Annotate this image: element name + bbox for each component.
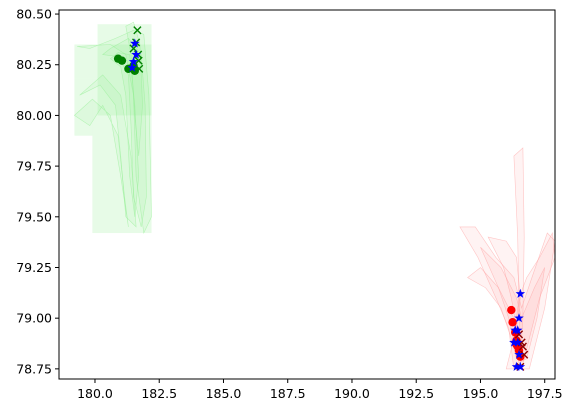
data-point-1-4 — [135, 64, 144, 73]
y-tick-label-0: 78.75 — [16, 361, 52, 376]
data-point-5-3 — [513, 325, 523, 335]
y-tick-label-3: 79.50 — [16, 209, 52, 224]
data-point-5-6 — [514, 349, 524, 359]
data-point-5-0 — [515, 288, 526, 298]
plot-frame — [58, 9, 556, 380]
data-point-5-5 — [513, 337, 523, 347]
data-point-5-1 — [514, 313, 524, 323]
data-point-4-3 — [518, 342, 527, 351]
density-fill-0-0 — [74, 44, 152, 79]
data-point-2-3 — [128, 56, 139, 66]
x-tick-label-1: 182.5 — [141, 386, 177, 401]
data-point-1-0 — [133, 26, 142, 35]
density-contour-1-2 — [513, 147, 525, 359]
x-tick-label-6: 195.0 — [463, 386, 499, 401]
data-point-5-7 — [511, 361, 522, 371]
density-contour-0-4 — [73, 98, 129, 227]
y-axis: 78.75 79.00 79.25 79.50 79.75 80.00 80.25 80.50 — [16, 7, 59, 376]
data-point-4-1 — [520, 350, 529, 359]
x-tick-label-2: 185.0 — [206, 386, 242, 401]
data-point-5-8 — [515, 361, 526, 371]
x-tick-label-7: 197.5 — [527, 386, 563, 401]
data-point-2-2 — [127, 62, 137, 72]
x-tick-label-3: 187.5 — [270, 386, 306, 401]
y-tick-label-5: 80.00 — [16, 108, 52, 123]
marker-layer — [113, 26, 529, 371]
y-tick-label-6: 80.25 — [16, 57, 52, 72]
density-fill-0-1 — [92, 78, 152, 234]
y-tick-label-2: 79.25 — [16, 260, 52, 275]
x-tick-label-5: 192.5 — [398, 386, 434, 401]
data-point-1-3 — [134, 56, 143, 65]
density-layer — [73, 21, 555, 370]
data-point-0-1 — [117, 56, 127, 65]
density-contour-0-3 — [109, 52, 140, 217]
data-point-2-1 — [131, 49, 141, 59]
y-tick-label-4: 79.75 — [16, 159, 52, 174]
data-point-3-1 — [508, 318, 517, 327]
density-contour-1-5 — [487, 236, 521, 329]
data-point-2-0 — [130, 38, 140, 48]
y-tick-label-1: 79.00 — [16, 311, 52, 326]
data-point-3-0 — [507, 305, 516, 315]
y-tick-label-7: 80.50 — [16, 7, 52, 22]
density-contour-0-2 — [79, 74, 137, 228]
x-tick-label-4: 190.0 — [334, 386, 370, 401]
x-tick-label-0: 180.0 — [77, 386, 113, 401]
x-axis: 180.0 182.5 185.0 187.5 190.0 192.5 195.0 197.5 — [77, 379, 563, 401]
data-point-5-4 — [509, 337, 519, 347]
